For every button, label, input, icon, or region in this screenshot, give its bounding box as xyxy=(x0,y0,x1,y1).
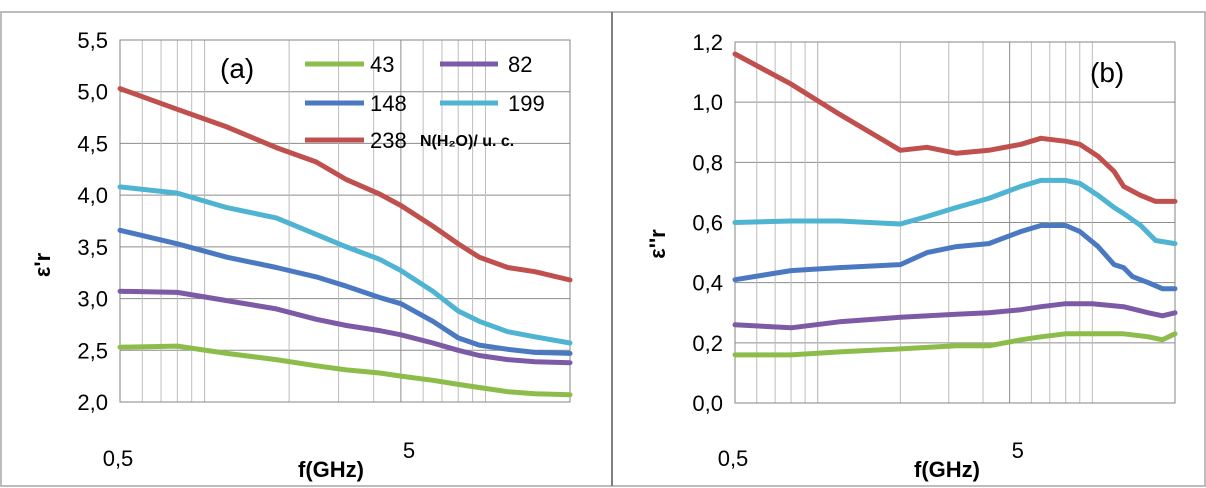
x-tick-label: 5 xyxy=(1012,438,1024,463)
y-tick-label: 2,5 xyxy=(77,338,108,363)
series-line-148 xyxy=(732,223,1178,292)
y-tick-labels-b: 0,0 0,2 0,4 0,6 0,8 1,0 1,2 xyxy=(692,30,723,416)
figure-frame xyxy=(0,11,1206,487)
chart-panel-b: 0,00,20,40,60,81,01,2 0,5 5 (b) ε''r f(GH… xyxy=(645,30,1178,482)
y-tick-label: 0,8 xyxy=(692,150,723,175)
legend-label-82: 82 xyxy=(508,52,532,77)
legend-label-43: 43 xyxy=(370,52,394,77)
y-tick-label: 1,0 xyxy=(692,90,723,115)
x-tick-labels-b: 0,5 5 xyxy=(718,438,1024,471)
y-tick-label: 4,0 xyxy=(77,183,108,208)
y-tick-label: 0,4 xyxy=(692,271,723,296)
chart-panel-a: 2,02,53,03,54,04,55,05,5 0,5 5 (a) ε'r f(… xyxy=(30,28,573,482)
series-line-82 xyxy=(732,301,1178,331)
series-line-82 xyxy=(117,288,573,366)
panel-label-a: (a) xyxy=(220,53,254,84)
legend-label-199: 199 xyxy=(508,91,545,116)
y-tick-label: 3,5 xyxy=(77,235,108,260)
legend-unit-label: N(H₂O)/ u. c. xyxy=(420,133,514,150)
grid-a xyxy=(119,39,571,403)
y-tick-label: 5,5 xyxy=(77,28,108,53)
y-tick-label: 2,0 xyxy=(77,390,108,415)
y-axis-label-b: ε''r xyxy=(645,229,670,259)
x-tick-labels-a: 0,5 5 xyxy=(103,438,415,471)
series-group-a xyxy=(117,86,573,398)
legend: 43 82 148 199 238 N(H₂O)/ u. c. xyxy=(305,52,545,153)
series-group-b xyxy=(732,51,1178,358)
panel-label-b: (b) xyxy=(1090,57,1124,88)
series-line-199 xyxy=(117,184,573,346)
x-tick-label: 5 xyxy=(403,438,415,463)
series-line-43 xyxy=(117,343,573,398)
x-tick-label: 0,5 xyxy=(103,446,134,471)
series-line-43 xyxy=(732,331,1178,358)
x-axis-label-a: f(GHz) xyxy=(298,457,364,482)
y-tick-label: 0,6 xyxy=(692,211,723,236)
y-tick-label: 0,0 xyxy=(692,391,723,416)
y-tick-label: 1,2 xyxy=(692,30,723,55)
y-tick-label: 5,0 xyxy=(77,80,108,105)
x-tick-label: 0,5 xyxy=(718,446,749,471)
x-axis-label-b: f(GHz) xyxy=(914,457,980,482)
series-line-238 xyxy=(117,86,573,283)
series-line-148 xyxy=(117,227,573,356)
legend-label-238: 238 xyxy=(370,128,407,153)
y-tick-label: 3,0 xyxy=(77,287,108,312)
series-line-238 xyxy=(732,51,1178,204)
series-line-199 xyxy=(732,177,1178,247)
y-tick-label: 4,5 xyxy=(77,131,108,156)
y-axis-label-a: ε'r xyxy=(30,252,55,277)
legend-label-148: 148 xyxy=(370,91,407,116)
plot-frame-a xyxy=(119,39,571,403)
y-tick-label: 0,2 xyxy=(692,331,723,356)
y-tick-labels-a: 2,0 2,5 3,0 3,5 4,0 4,5 5,0 5,5 xyxy=(77,28,108,415)
